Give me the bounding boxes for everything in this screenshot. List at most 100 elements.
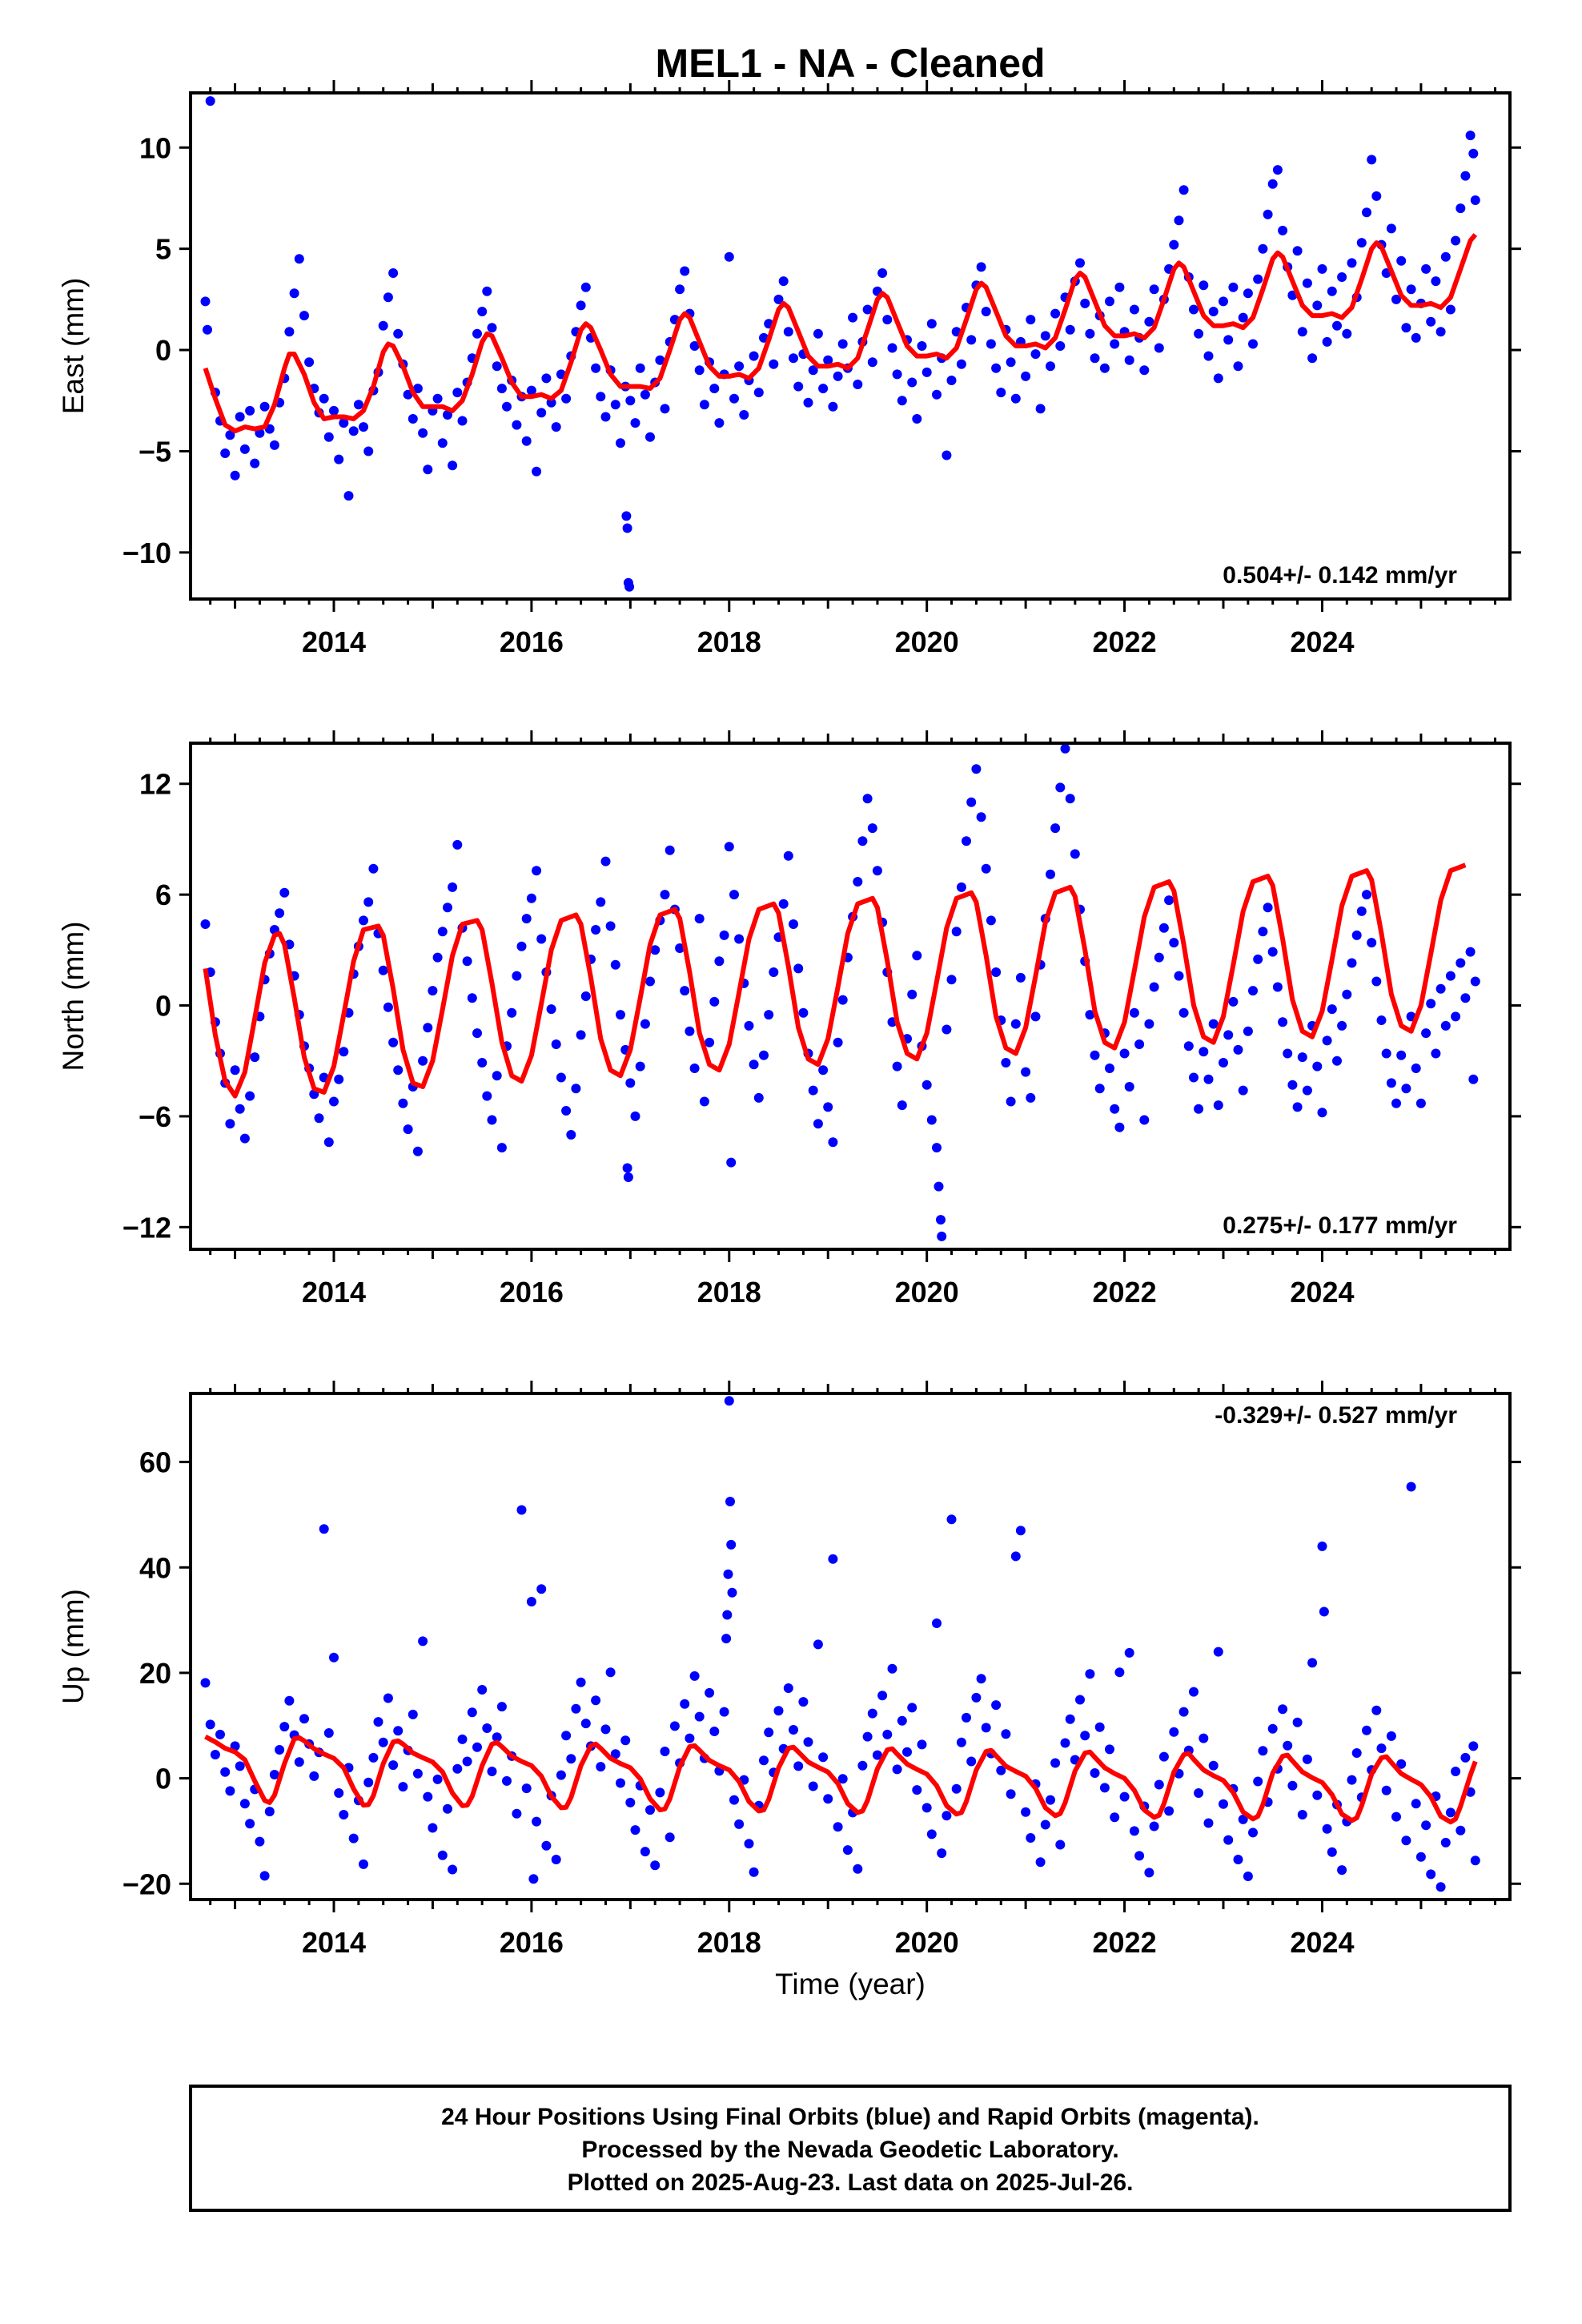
data-point (610, 1749, 620, 1759)
data-point (793, 1761, 804, 1771)
data-point (932, 389, 942, 400)
data-point (323, 432, 334, 442)
data-point (561, 393, 572, 404)
figure-title: MEL1 - NA - Cleaned (655, 41, 1045, 86)
data-point (680, 1699, 690, 1709)
data-point (1065, 324, 1075, 335)
east-plot-frame (189, 91, 1512, 601)
data-point (363, 897, 374, 907)
data-point (650, 1860, 661, 1871)
data-point (917, 341, 927, 351)
data-point (877, 268, 888, 278)
data-point (1381, 1785, 1391, 1795)
data-point (833, 371, 843, 381)
data-point (448, 460, 458, 471)
data-point (245, 1091, 255, 1101)
data-point (294, 254, 304, 264)
data-point (378, 320, 388, 331)
data-point (616, 1778, 625, 1788)
data-point (867, 1708, 877, 1719)
data-point (1055, 341, 1066, 351)
data-point (640, 1847, 650, 1857)
y-tick-label: 10 (139, 131, 171, 164)
data-point (1134, 1039, 1145, 1049)
data-point (1075, 1695, 1085, 1705)
data-point (398, 1782, 408, 1792)
data-point (472, 1742, 482, 1752)
north-panel: −12 −6 0 6 12 2014 2016 2018 2020 2022 2024 North (… (57, 730, 1521, 1309)
data-point (512, 971, 522, 981)
data-point (694, 1711, 705, 1722)
data-point (319, 1524, 329, 1534)
data-point (576, 1677, 586, 1687)
data-point (245, 405, 255, 416)
data-point (516, 1505, 527, 1515)
data-point (655, 1787, 665, 1798)
data-point (917, 1739, 927, 1750)
data-point (798, 1007, 809, 1018)
data-point (1026, 315, 1036, 325)
data-point (1001, 1729, 1011, 1739)
data-point (1124, 1082, 1134, 1092)
data-point (808, 1781, 818, 1791)
data-point (423, 464, 433, 475)
data-point (512, 420, 522, 430)
data-point (1258, 1746, 1268, 1756)
x-tick-label: 2022 (1093, 1276, 1157, 1309)
data-point (526, 1597, 536, 1606)
data-point (1431, 1048, 1441, 1059)
data-point (1297, 327, 1307, 337)
data-point (1060, 743, 1070, 754)
data-point (1178, 1007, 1189, 1018)
data-point (857, 836, 868, 846)
data-point (1139, 365, 1150, 376)
data-point (813, 1639, 823, 1650)
data-point (1119, 1048, 1130, 1059)
data-point (580, 991, 591, 1001)
data-point (1178, 185, 1189, 195)
data-point (580, 1719, 591, 1729)
data-point (1391, 1098, 1401, 1108)
data-point (1440, 251, 1451, 262)
data-point (492, 1732, 502, 1743)
data-point (1164, 1806, 1174, 1816)
data-point (1347, 1775, 1357, 1785)
data-point (966, 797, 977, 807)
data-point (1312, 1061, 1323, 1072)
data-point (946, 376, 957, 385)
data-point (368, 863, 379, 874)
data-point (1119, 1791, 1130, 1802)
data-point (1085, 1669, 1095, 1679)
east-panel: −10 −5 0 5 10 2014 2016 2018 2020 2022 2024 East (m… (57, 80, 1521, 658)
y-tick-label: 6 (155, 879, 171, 911)
data-point (971, 764, 982, 774)
data-point (1267, 1723, 1278, 1734)
data-point (1258, 927, 1268, 937)
data-point (867, 823, 877, 834)
data-point (418, 1055, 428, 1066)
x-tick-label: 2014 (302, 1926, 366, 1959)
data-point (1406, 284, 1416, 295)
data-point (1283, 1048, 1293, 1059)
data-point (1154, 1779, 1164, 1790)
data-point (1129, 1007, 1139, 1018)
data-point (418, 1636, 428, 1647)
data-point (1322, 1823, 1332, 1834)
data-point (1183, 1041, 1194, 1051)
data-point (383, 1002, 393, 1012)
data-point (1415, 1098, 1426, 1108)
x-tick-label: 2022 (1093, 625, 1157, 658)
data-point (487, 323, 497, 333)
data-point (1317, 1541, 1327, 1551)
data-point (709, 996, 720, 1007)
data-point (334, 1074, 344, 1084)
data-point (1208, 307, 1219, 316)
data-point (448, 1864, 458, 1875)
data-point (1351, 930, 1362, 940)
y-tick-label: 60 (139, 1446, 171, 1479)
data-point (937, 1848, 947, 1859)
up-plot-frame (189, 1392, 1512, 1901)
data-point (1253, 954, 1263, 964)
